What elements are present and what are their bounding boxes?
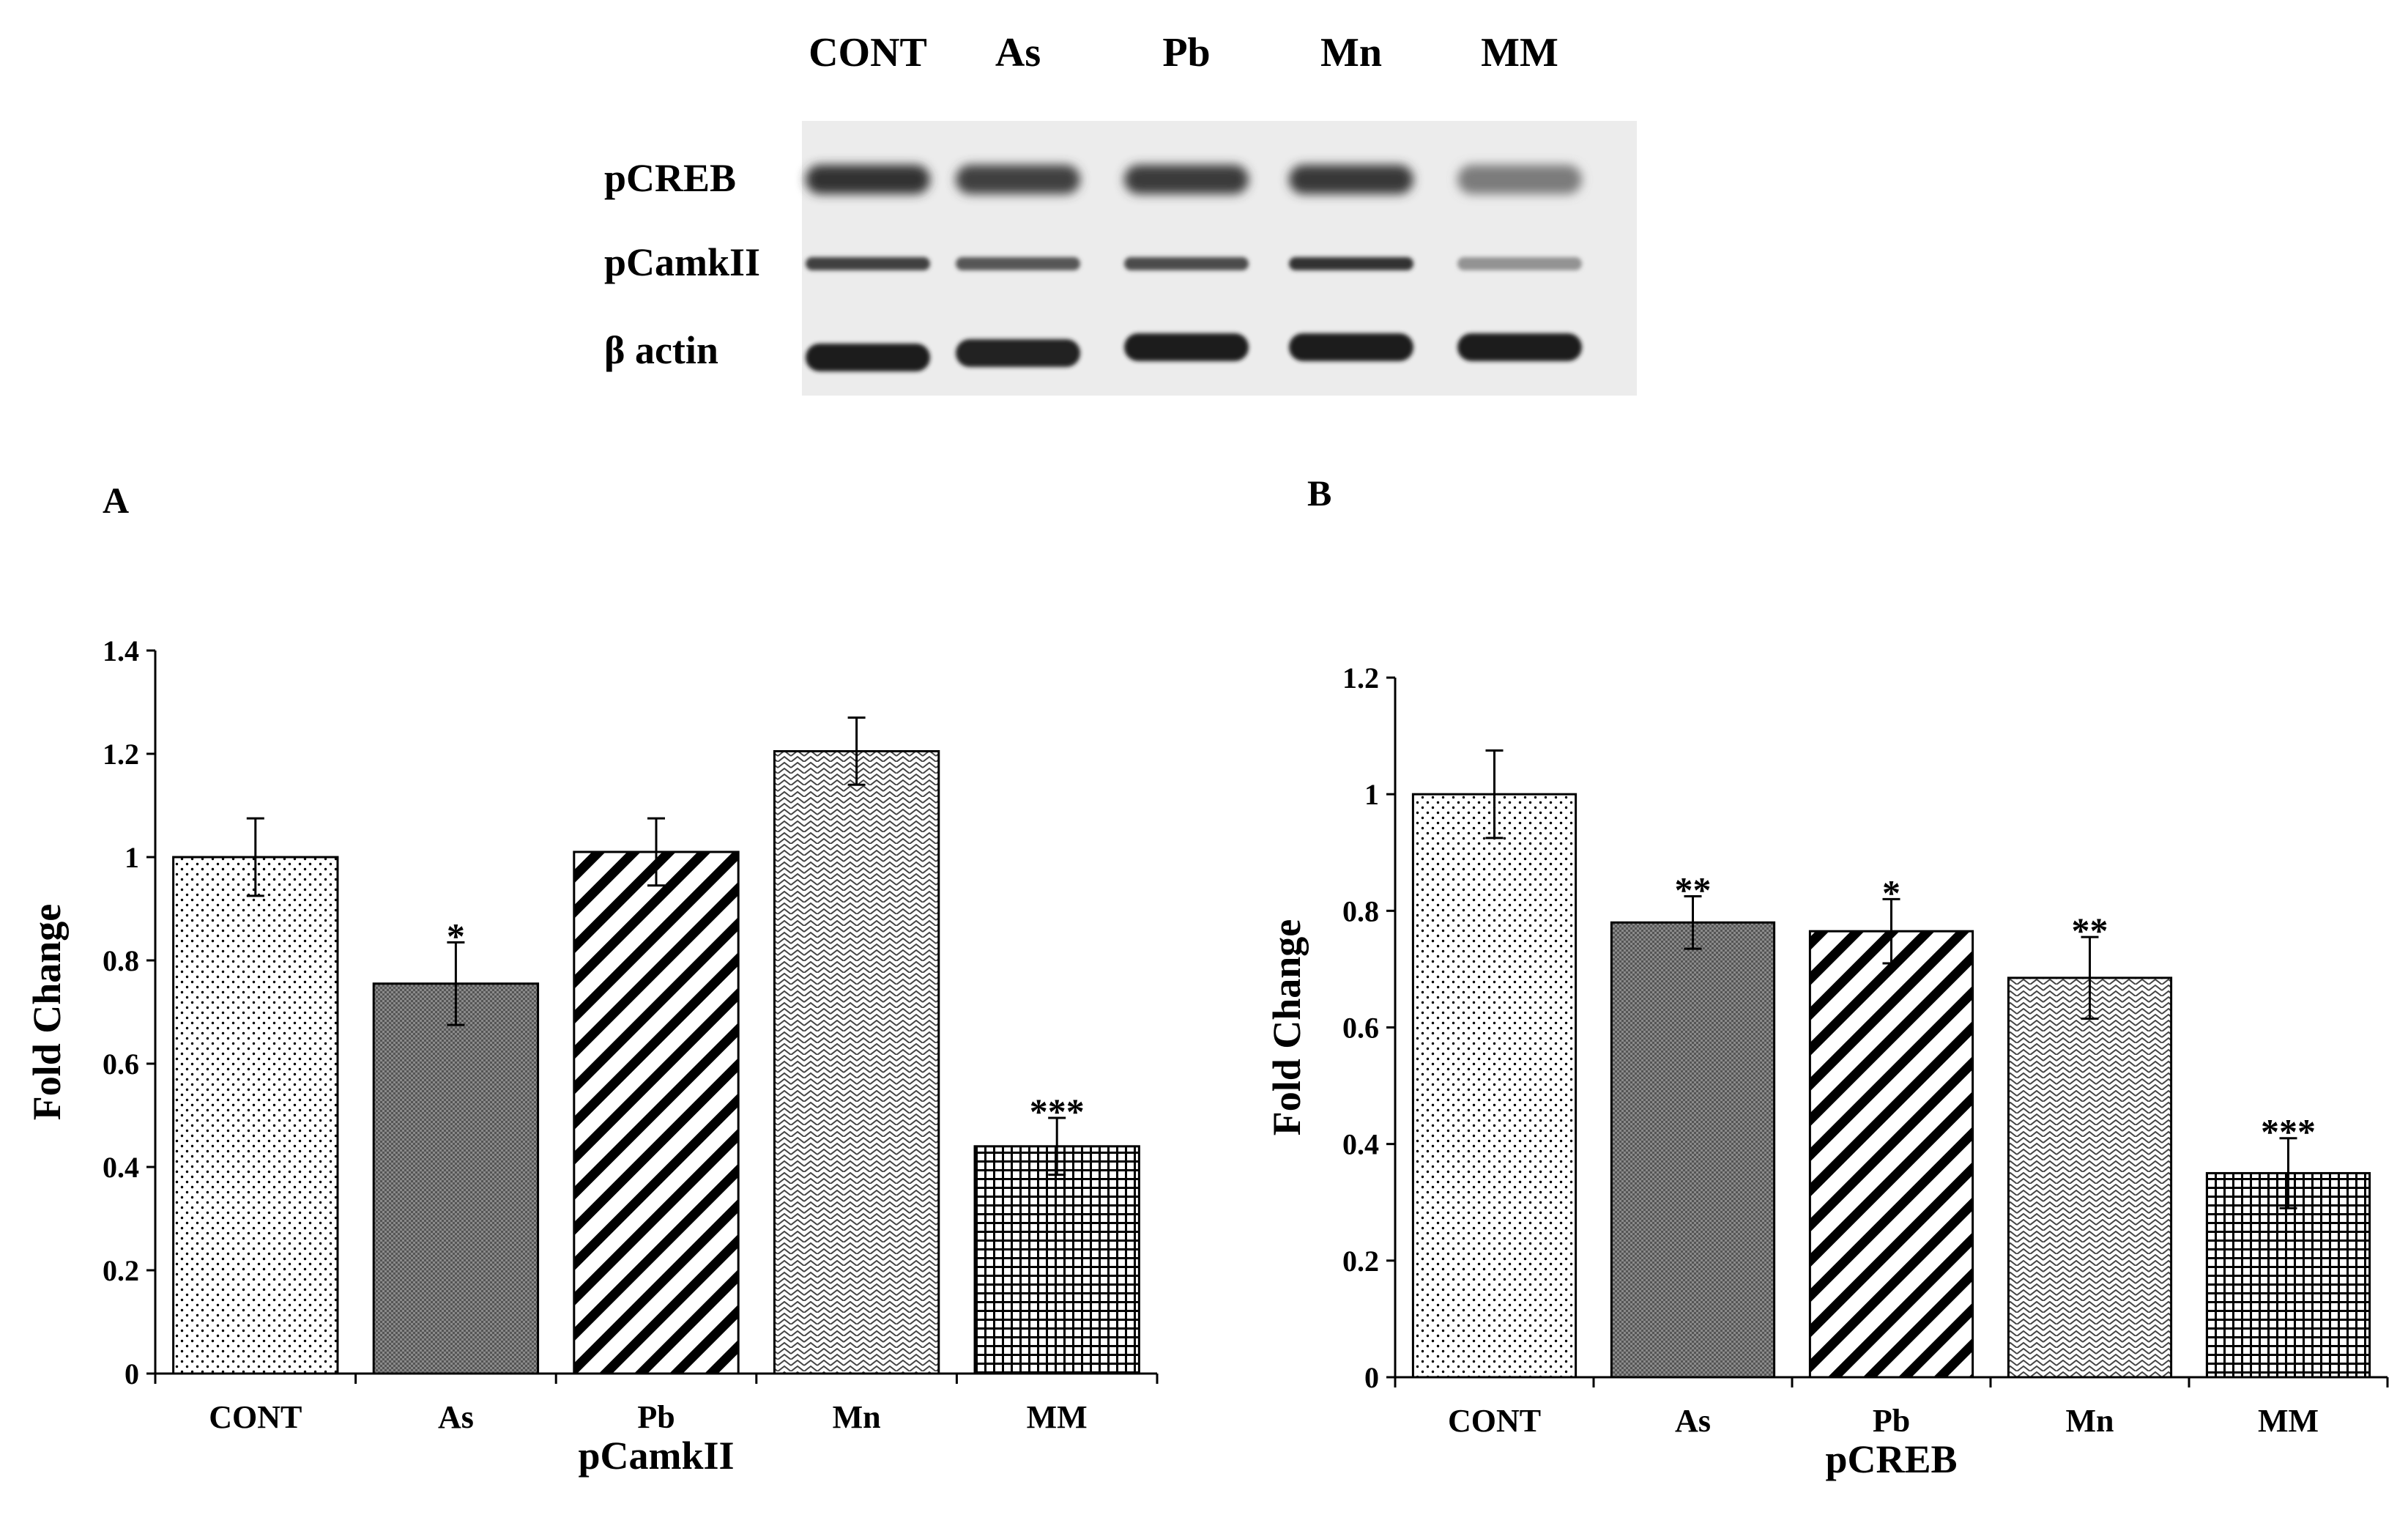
blot-band-0-3 [1289,165,1413,194]
bar-cont [172,856,339,1375]
y-tick-label: 0.6 [103,1048,139,1081]
significance-mm: *** [2261,1111,2316,1152]
bar-mn [773,749,940,1375]
significance-mm: *** [1030,1091,1085,1132]
bar-pb [573,851,740,1375]
blot-band-0-2 [1124,165,1249,194]
x-tick-label-mn: Mn [833,1399,881,1435]
blot-band-2-3 [1289,333,1413,361]
blot-band-2-2 [1124,333,1249,361]
significance-pb: * [1882,872,1900,913]
significance-mn: ** [2072,910,2108,951]
blot-band-1-3 [1289,257,1413,270]
panel-a-label: A [103,480,129,521]
blot-band-0-1 [956,165,1080,194]
x-tick-label-as: As [438,1399,474,1435]
panel-b-chart: B 0 0.2 0.4 0.6 0.8 1 1.2 CONT ** As * Pb ** Mn *** MM p… [1265,473,2389,1481]
blot-lane-label-cont: CONT [809,30,927,75]
panel-a-chart: A 0 0.2 0.4 0.6 0.8 1 1.2 1.4 CONT * As Pb Mn *** MM pC… [25,480,1159,1478]
x-tick-label-as: As [1675,1403,1711,1439]
x-tick-label-mm: MM [2258,1403,2319,1439]
y-tick-label: 1.2 [1342,662,1379,694]
blot-band-1-1 [956,257,1080,270]
y-tick-label: 1 [125,841,139,874]
blot-band-0-0 [806,165,930,194]
blot-row-label-1: pCamkII [604,240,760,284]
bar-as [372,982,540,1375]
y-tick-label: 1.4 [103,634,139,667]
blot-lane-label-pb: Pb [1162,30,1210,75]
blot-band-2-4 [1457,333,1582,361]
y-tick-label: 0.6 [1342,1012,1379,1045]
x-tick-label-cont: CONT [209,1399,302,1435]
panel-b-label: B [1307,473,1331,514]
x-axis-title: pCamkII [578,1434,734,1478]
western-blot: CONT As Pb Mn MM pCREB pCamkII β actin [604,30,1637,396]
blot-band-0-4 [1457,165,1582,194]
x-tick-label-pb: Pb [1873,1403,1910,1439]
x-tick-label-mn: Mn [2066,1403,2114,1439]
y-tick-label: 0.8 [103,944,139,977]
significance-as: * [447,915,465,956]
bar-pb [1808,930,1974,1379]
blot-lane-label-as: As [995,30,1041,75]
y-tick-label: 0.4 [103,1151,139,1184]
y-tick-label: 0.2 [1342,1245,1379,1278]
y-tick-label: 1.2 [103,738,139,771]
y-tick-label: 0.8 [1342,894,1379,927]
blot-band-1-2 [1124,257,1249,270]
blot-row-label-0: pCREB [604,156,736,200]
x-tick-label-mm: MM [1027,1399,1088,1435]
bar-cont [1411,793,1578,1379]
blot-band-1-0 [806,257,930,270]
bar-mm [2205,1171,2371,1379]
y-axis-title: Fold Change [25,904,69,1121]
blot-lane-label-mm: MM [1481,30,1558,75]
blot-row-label-2: β actin [604,328,718,372]
x-tick-label-pb: Pb [637,1399,675,1435]
blot-band-2-1 [956,339,1080,367]
y-tick-label: 0 [125,1357,139,1390]
x-tick-label-cont: CONT [1448,1403,1541,1439]
bar-as [1610,921,1776,1379]
blot-lane-label-mn: Mn [1320,30,1382,75]
y-tick-label: 0.4 [1342,1128,1379,1161]
y-tick-label: 1 [1364,778,1379,811]
bar-mm [973,1145,1140,1375]
y-tick-label: 0.2 [103,1254,139,1287]
y-tick-label: 0 [1364,1361,1379,1394]
blot-band-2-0 [806,344,930,371]
bar-mn [2007,977,2173,1379]
y-axis-title: Fold Change [1265,919,1309,1136]
significance-as: ** [1675,869,1712,910]
x-axis-title: pCREB [1825,1437,1957,1481]
blot-band-1-4 [1457,257,1582,270]
